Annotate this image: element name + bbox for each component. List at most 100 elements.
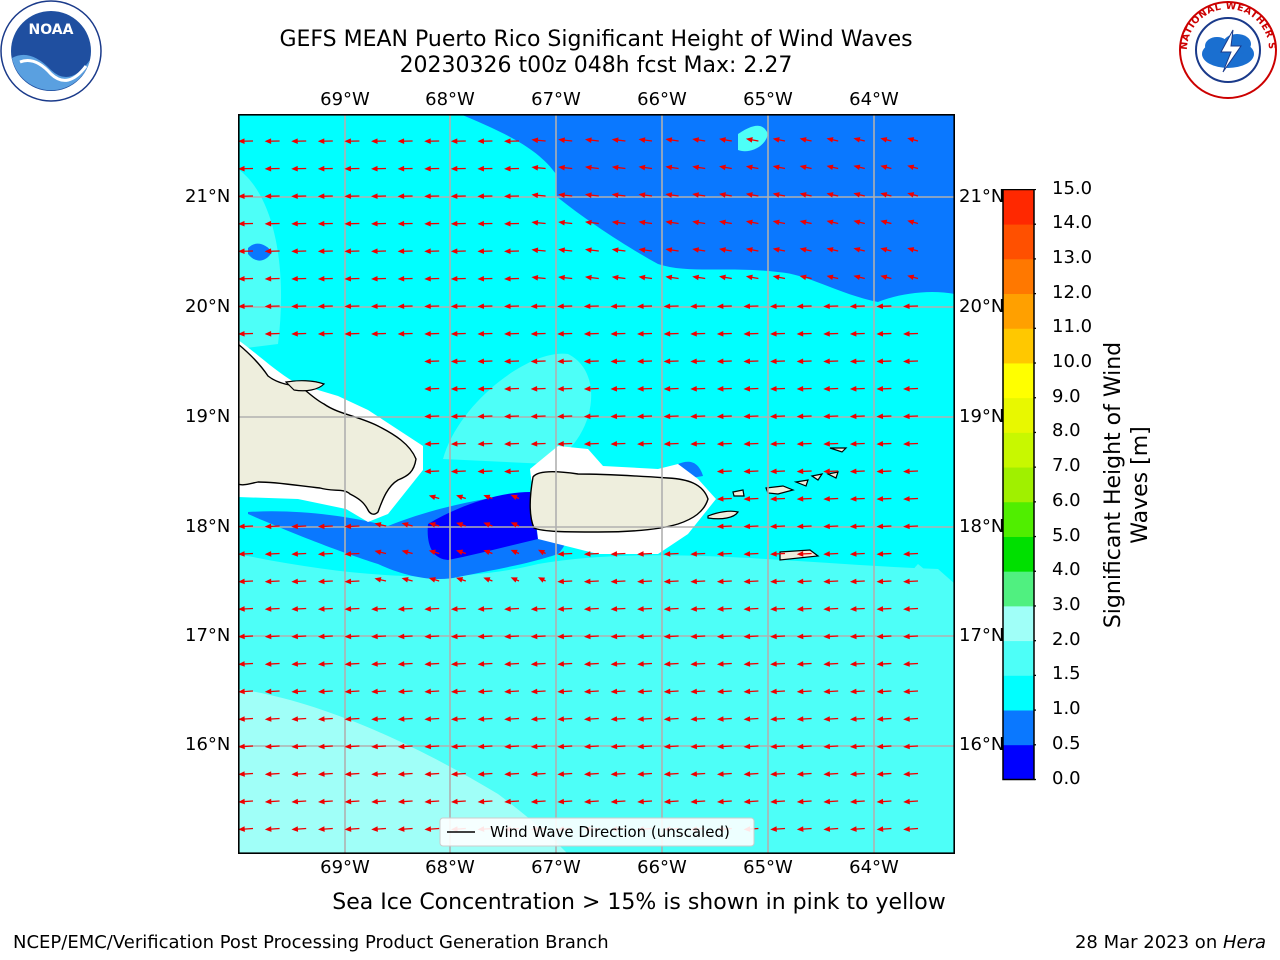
wave-direction-arrowhead <box>849 468 857 475</box>
wave-direction-arrowhead <box>264 275 272 282</box>
wave-direction-arrowhead <box>637 303 644 310</box>
wave-direction-arrowhead <box>692 192 700 198</box>
wave-direction-arrowhead <box>238 826 245 832</box>
colorbar-segment <box>1003 571 1034 607</box>
wave-direction-arrowhead <box>880 247 888 253</box>
wave-direction-arrowhead <box>238 248 245 255</box>
map-title: GEFS MEAN Puerto Rico Significant Height… <box>279 27 913 52</box>
wave-direction-arrowhead <box>318 771 325 777</box>
wave-direction-arrowhead <box>823 413 830 420</box>
wave-direction-arrowhead <box>238 551 245 557</box>
wave-direction-arrowhead <box>823 661 831 667</box>
wave-direction-arrowhead <box>823 441 830 447</box>
wave-direction-arrowhead <box>719 274 726 281</box>
wave-direction-arrowhead <box>743 743 751 750</box>
wave-direction-arrowhead <box>504 743 511 750</box>
wave-direction-arrowhead <box>853 192 861 198</box>
wave-direction-arrowhead <box>849 386 857 392</box>
wave-direction-arrowhead <box>291 330 298 337</box>
wave-direction-arrowhead <box>880 219 888 226</box>
wave-direction-arrowhead <box>637 633 644 640</box>
wave-direction-arrowhead <box>558 164 565 171</box>
wave-direction-arrowhead <box>770 330 777 337</box>
wave-direction-arrowhead <box>637 441 644 447</box>
wave-direction-arrowhead <box>504 358 511 365</box>
colorbar-segment <box>1003 710 1034 746</box>
wave-direction-arrowhead <box>796 551 804 557</box>
wave-direction-arrowhead <box>238 220 245 227</box>
wave-direction-arrowhead <box>371 138 378 144</box>
wave-direction-arrowhead <box>504 688 511 695</box>
wave-direction-arrowhead <box>450 358 458 365</box>
sea-band-1-5-2-0-central <box>443 353 592 464</box>
wave-direction-arrowhead <box>796 826 804 832</box>
land-puerto-rico <box>529 471 709 533</box>
wave-direction-arrowhead <box>849 330 857 337</box>
colorbar-tick-label: 7.0 <box>1052 455 1081 477</box>
wave-direction-arrowhead <box>531 164 539 171</box>
wave-direction-arrowhead <box>796 633 804 640</box>
wave-direction-arrowhead <box>264 248 272 255</box>
wave-direction-arrowhead <box>637 330 644 337</box>
wave-direction-arrowhead <box>853 247 861 253</box>
wave-direction-arrowhead <box>583 413 591 420</box>
wave-direction-arrowhead <box>610 743 618 750</box>
colorbar-segment <box>1003 363 1034 399</box>
wave-direction-arrowhead <box>456 522 464 528</box>
wave-direction-arrowhead <box>401 522 409 528</box>
wave-direction-arrowhead <box>665 247 673 253</box>
wave-direction-arrowhead <box>424 303 431 310</box>
wave-direction-arrowhead <box>317 138 325 144</box>
wave-direction-arrowhead <box>397 138 405 144</box>
colorbar-segment <box>1003 224 1034 260</box>
wave-direction-arrowhead <box>716 358 724 365</box>
wave-direction-arrowhead <box>849 633 857 640</box>
wave-direction-arrowhead <box>264 633 272 640</box>
wave-direction-arrowhead <box>530 330 538 337</box>
wave-direction-arrowhead <box>743 633 751 640</box>
wave-direction-arrowhead <box>371 771 378 777</box>
wave-direction-arrowhead <box>397 606 405 612</box>
wave-direction-arrowhead <box>770 688 777 695</box>
wave-direction-arrowhead <box>477 441 485 447</box>
wave-direction-arrowhead <box>317 551 325 557</box>
wave-direction-arrowhead <box>504 248 511 255</box>
wind-wave-direction-arrows <box>238 137 919 832</box>
wave-direction-arrowhead <box>558 274 565 281</box>
wave-direction-arrowhead <box>745 192 753 198</box>
wave-direction-arrowhead <box>799 247 807 253</box>
wave-direction-arrowhead <box>583 386 591 392</box>
wave-direction-arrowhead <box>291 633 298 640</box>
wave-direction-arrowhead <box>850 826 857 832</box>
wave-direction-arrowhead <box>264 826 272 832</box>
wave-direction-arrowhead <box>692 219 700 226</box>
wave-direction-arrowhead <box>876 551 884 557</box>
wave-direction-arrowhead <box>770 771 777 777</box>
wave-direction-arrowhead <box>823 330 830 337</box>
wave-direction-arrowhead <box>557 798 565 805</box>
lon-label-top-67w: 67°W <box>531 89 581 110</box>
colorbar-tick-label: 3.0 <box>1052 593 1081 615</box>
wave-direction-arrowhead <box>799 164 807 171</box>
wave-direction-arrowhead <box>610 661 618 667</box>
wave-direction-arrowhead <box>610 633 618 640</box>
wave-direction-arrowhead <box>849 578 857 585</box>
wave-direction-arrowhead <box>880 192 888 198</box>
wave-direction-arrowhead <box>583 716 591 722</box>
wave-direction-arrowhead <box>903 330 910 337</box>
wave-direction-arrowhead <box>477 468 485 475</box>
wave-direction-arrowhead <box>903 413 910 420</box>
wave-direction-arrowhead <box>344 716 352 722</box>
wave-direction-arrowhead <box>344 165 351 172</box>
wave-direction-arrowhead <box>743 578 751 585</box>
wave-direction-arrowhead <box>849 661 857 667</box>
lon-label-top-68w: 68°W <box>425 89 475 110</box>
wave-direction-arrowhead <box>637 771 644 777</box>
wave-direction-arrowhead <box>770 303 777 310</box>
wave-direction-arrowhead <box>317 578 325 585</box>
colorbar-segment <box>1003 258 1034 295</box>
wave-direction-arrowhead <box>450 468 458 475</box>
wave-direction-arrowhead <box>610 578 618 585</box>
wave-direction-arrowhead <box>907 247 915 253</box>
wave-direction-arrowhead <box>716 661 724 667</box>
